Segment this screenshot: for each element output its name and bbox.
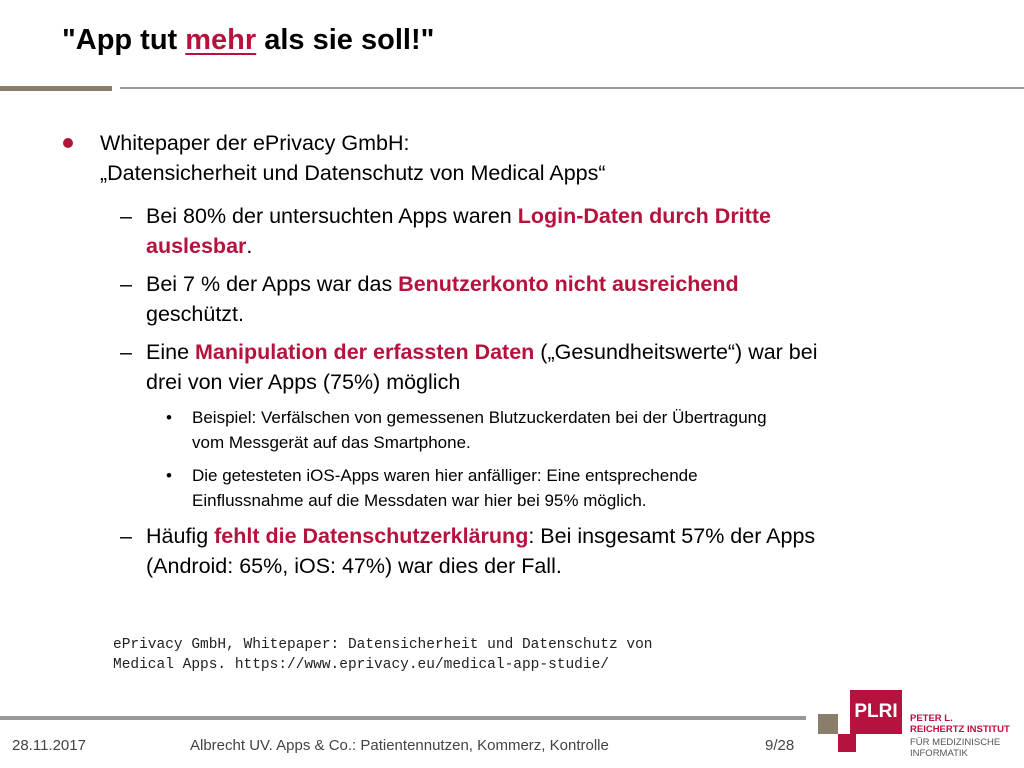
text: Whitepaper der ePrivacy GmbH:	[100, 131, 410, 155]
highlight-text: Manipulation der erfassten Daten	[195, 340, 535, 364]
logo-text: REICHERTZ INSTITUT	[910, 724, 1010, 735]
text: Beispiel: Verfälschen von gemessenen Blu…	[192, 408, 767, 427]
bullet-dot: •	[166, 408, 172, 427]
logo-square	[838, 734, 856, 752]
text: .	[246, 234, 253, 258]
logo-text: INFORMATIK	[910, 748, 968, 759]
text: Bei 7 % der Apps war das	[146, 272, 399, 296]
text: : Bei insgesamt 57% der Apps	[528, 524, 816, 548]
logo-mark: PLRI	[850, 690, 902, 734]
highlight-text: mehr	[185, 24, 257, 56]
highlight-text: fehlt die Datenschutzerklärung	[214, 524, 529, 548]
list-item: Bei 7 % der Apps war das Benutzerkonto n…	[146, 269, 739, 329]
bullet-dot	[63, 138, 73, 148]
text: Häufig	[146, 524, 215, 548]
highlight-text: Benutzerkonto nicht ausreichend	[398, 272, 739, 296]
bullet-dash: –	[120, 204, 132, 228]
logo-square	[818, 714, 838, 734]
slide-title: "App tut mehr als sie soll!"	[62, 24, 434, 57]
text: Die getesteten iOS-Apps waren hier anfäl…	[192, 466, 698, 485]
list-item: Die getesteten iOS-Apps waren hier anfäl…	[192, 463, 698, 513]
bullet-dash: –	[120, 340, 132, 364]
highlight-text: auslesbar	[146, 234, 247, 258]
page-number: 9/28	[765, 737, 795, 754]
text: als sie soll!"	[256, 24, 435, 56]
reference: ePrivacy GmbH, Whitepaper: Datensicherhe…	[113, 637, 653, 653]
text: Bei 80% der untersuchten Apps waren	[146, 204, 518, 228]
list-item: Beispiel: Verfälschen von gemessenen Blu…	[192, 405, 767, 455]
text: vom Messgerät auf das Smartphone.	[192, 433, 471, 452]
footer-text: Albrecht UV. Apps & Co.: Patientennutzen…	[190, 737, 609, 754]
bullet-dash: –	[120, 524, 132, 548]
footer-date: 28.11.2017	[12, 737, 86, 754]
logo-text: PETER L.	[910, 713, 953, 724]
footer-rule	[0, 716, 806, 720]
text: "App tut	[62, 24, 186, 56]
reference: Medical Apps. https://www.eprivacy.eu/me…	[113, 657, 609, 673]
text: („Gesundheitswerte“) war bei	[534, 340, 818, 364]
bullet-dot: •	[166, 466, 172, 485]
list-item: Whitepaper der ePrivacy GmbH: „Datensiche…	[100, 128, 606, 188]
text: Einflussnahme auf die Messdaten war hier…	[192, 491, 647, 510]
list-item: Eine Manipulation der erfassten Daten („…	[146, 337, 818, 397]
text: „Datensicherheit und Datenschutz von Med…	[100, 161, 606, 185]
list-item: Häufig fehlt die Datenschutzerklärung: B…	[146, 521, 815, 581]
text: drei von vier Apps (75%) möglich	[146, 370, 461, 394]
title-rule	[0, 86, 112, 91]
title-rule	[120, 87, 1024, 89]
logo-text: FÜR MEDIZINISCHE	[910, 737, 1001, 748]
text: Eine	[146, 340, 196, 364]
list-item: Bei 80% der untersuchten Apps waren Logi…	[146, 201, 771, 261]
bullet-dash: –	[120, 272, 132, 296]
text: (Android: 65%, iOS: 47%) war dies der Fa…	[146, 554, 562, 578]
highlight-text: Login-Daten durch Dritte	[517, 204, 771, 228]
text: geschützt.	[146, 302, 244, 326]
